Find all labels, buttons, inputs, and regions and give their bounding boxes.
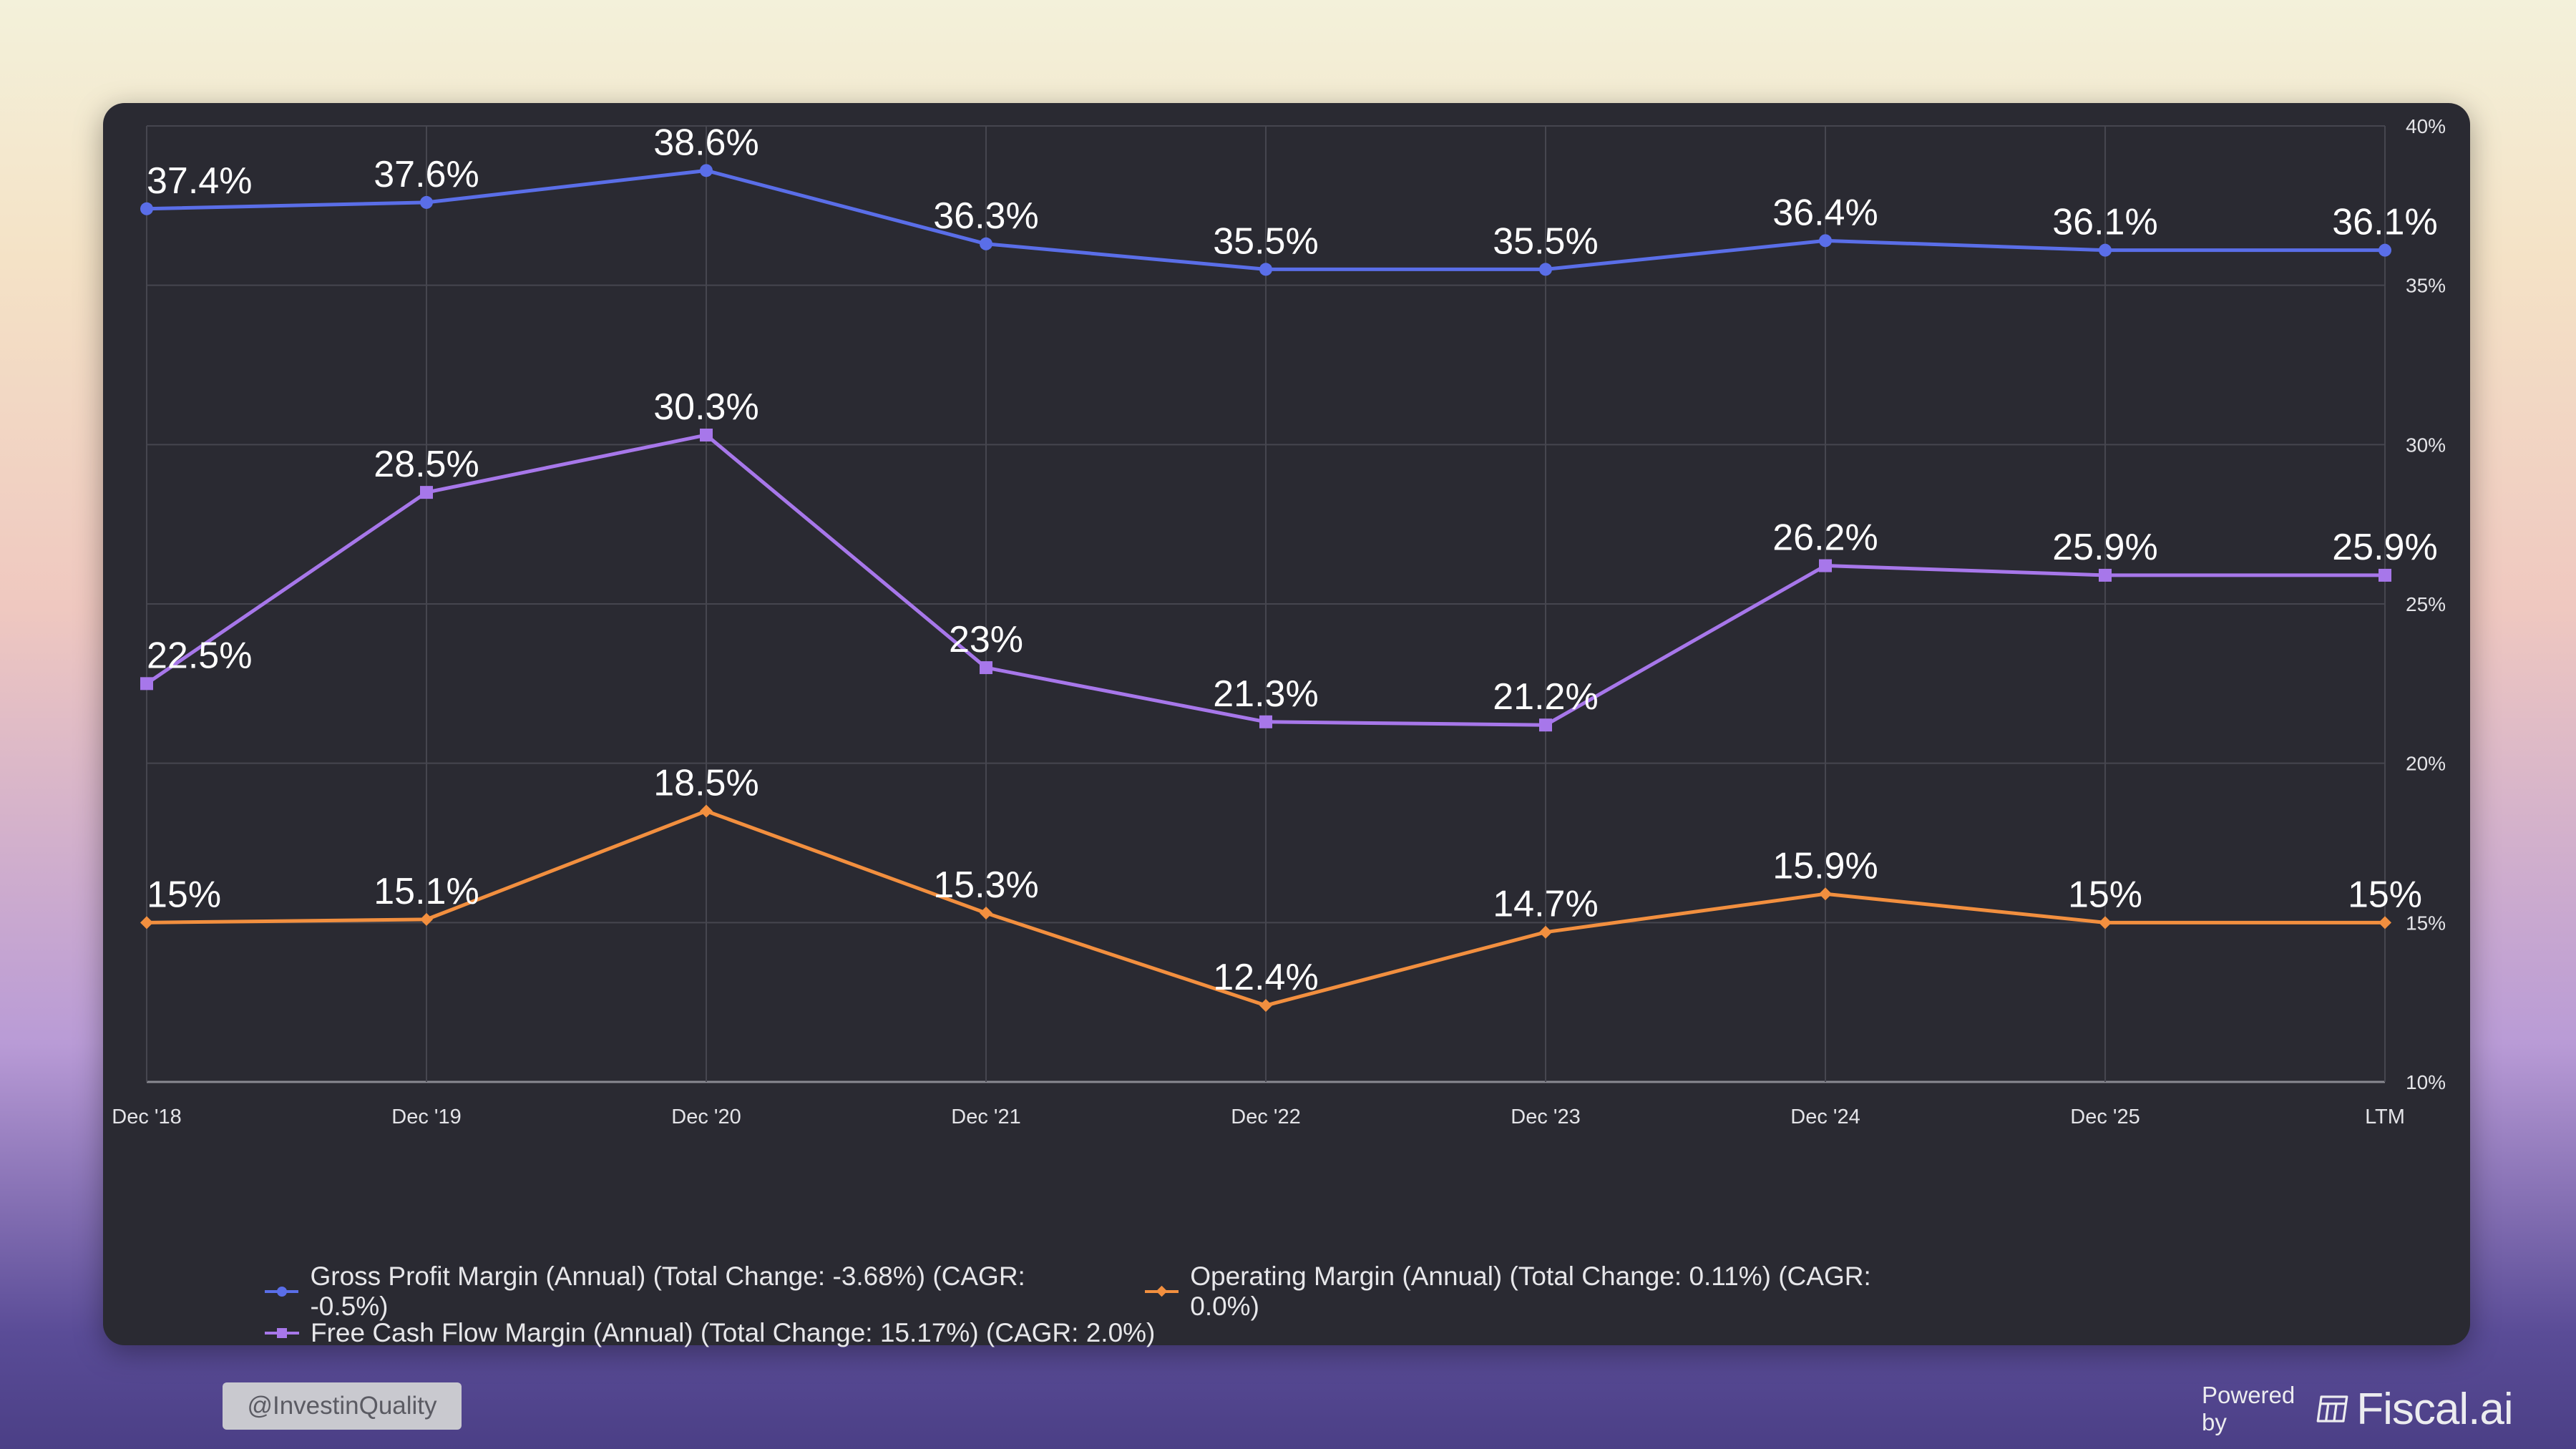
y-tick-label: 10% (2406, 1071, 2446, 1093)
data-label: 21.3% (1213, 673, 1318, 715)
y-tick-label: 40% (2406, 115, 2446, 137)
data-label: 25.9% (2332, 527, 2437, 568)
data-point (1259, 263, 1272, 276)
data-label: 36.4% (1772, 192, 1878, 233)
legend-item-operating[interactable]: Operating Margin (Annual) (Total Change:… (1144, 1262, 1939, 1322)
data-label: 15% (147, 874, 221, 915)
data-label: 21.2% (1493, 676, 1598, 718)
x-tick-label: Dec '18 (112, 1106, 181, 1128)
legend-swatch-diamond (1144, 1285, 1179, 1297)
data-label: 36.3% (933, 195, 1038, 237)
data-point (1259, 999, 1272, 1013)
legend: Gross Profit Margin (Annual) (Total Chan… (265, 1262, 1982, 1354)
data-point (1539, 925, 1552, 939)
x-tick-label: Dec '21 (951, 1106, 1020, 1128)
data-label: 12.4% (1213, 957, 1318, 998)
data-label: 26.2% (1772, 517, 1878, 559)
data-point (980, 906, 992, 919)
line-chart: 10% 15% 20% 25% 30% 35% 40% Dec '18 Dec '19 Dec '… (112, 115, 2446, 1128)
data-label: 14.7% (1493, 884, 1598, 925)
powered-by: Powered by Fiscal.ai (2202, 1382, 2514, 1435)
data-label: 15% (2348, 874, 2422, 915)
data-point (980, 661, 992, 675)
data-point (2099, 243, 2112, 257)
data-point (140, 677, 153, 691)
legend-label-fcf: Free Cash Flow Margin (Annual) (Total Ch… (311, 1318, 1156, 1347)
y-tick-label: 20% (2406, 753, 2446, 775)
legend-item-fcf[interactable]: Free Cash Flow Margin (Annual) (Total Ch… (265, 1318, 1155, 1348)
data-point (2099, 568, 2112, 582)
data-label: 15% (2068, 874, 2142, 915)
data-label: 15.1% (374, 871, 479, 912)
data-label: 35.5% (1493, 220, 1598, 262)
y-tick-label: 30% (2406, 434, 2446, 456)
data-label: 15.9% (1772, 845, 1878, 887)
data-point (1819, 234, 1832, 248)
data-point (420, 195, 433, 209)
data-point (2099, 916, 2112, 930)
x-tick-label: LTM (2365, 1106, 2405, 1128)
legend-label-gross: Gross Profit Margin (Annual) (Total Chan… (310, 1262, 1025, 1321)
data-point (1819, 887, 1832, 901)
x-tick-label: Dec '20 (671, 1106, 741, 1128)
y-tick-label: 25% (2406, 593, 2446, 615)
data-point (1259, 715, 1272, 728)
x-tick-label: Dec '24 (1790, 1106, 1860, 1128)
data-point (700, 804, 713, 818)
data-label: 37.4% (147, 160, 252, 202)
data-point (700, 164, 713, 177)
data-point (1819, 559, 1832, 572)
legend-item-gross[interactable]: Gross Profit Margin (Annual) (Total Chan… (265, 1262, 1102, 1322)
data-point (2379, 243, 2391, 257)
data-label: 25.9% (2052, 527, 2157, 568)
legend-label-operating: Operating Margin (Annual) (Total Change:… (1190, 1262, 1871, 1321)
data-point (1539, 263, 1552, 276)
data-label: 37.6% (374, 154, 479, 195)
chart-card: 10% 15% 20% 25% 30% 35% 40% Dec '18 Dec '19 Dec '… (103, 103, 2514, 1435)
data-label: 15.3% (933, 864, 1038, 906)
data-label: 22.5% (147, 635, 252, 676)
data-point (2379, 568, 2391, 582)
data-point (420, 912, 433, 926)
brand-name: Fiscal.ai (2356, 1384, 2513, 1434)
x-tick-label: Dec '23 (1511, 1106, 1580, 1128)
data-label: 36.1% (2332, 202, 2437, 243)
chart-table-icon (2316, 1395, 2348, 1423)
legend-swatch-square (265, 1327, 299, 1339)
x-tick-label: Dec '19 (391, 1106, 461, 1128)
powered-by-label: Powered by (2202, 1382, 2296, 1435)
data-point (420, 486, 433, 499)
data-label: 35.5% (1213, 220, 1318, 262)
data-label: 18.5% (653, 762, 758, 804)
data-label: 23% (949, 619, 1023, 660)
data-label: 38.6% (653, 122, 758, 163)
data-label: 30.3% (653, 386, 758, 428)
x-tick-label: Dec '22 (1231, 1106, 1300, 1128)
data-label: 36.1% (2052, 202, 2157, 243)
data-point (2379, 916, 2391, 930)
data-point (980, 237, 992, 250)
author-handle-badge: @InvestinQuality (223, 1382, 462, 1430)
y-tick-label: 35% (2406, 275, 2446, 297)
data-label: 28.5% (374, 444, 479, 485)
legend-swatch-circle (265, 1286, 299, 1297)
data-point (140, 916, 153, 930)
x-tick-label: Dec '25 (2070, 1106, 2140, 1128)
data-point (1539, 718, 1552, 732)
data-point (700, 428, 713, 441)
data-point (140, 202, 153, 215)
y-tick-label: 15% (2406, 912, 2446, 934)
